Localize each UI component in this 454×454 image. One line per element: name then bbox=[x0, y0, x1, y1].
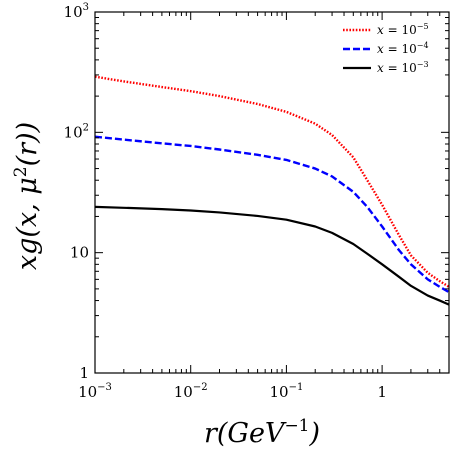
ticks-layer: 10−3 10−2 10−1 1 1 10 102 103 bbox=[64, 2, 450, 401]
y-tick-label: 10 bbox=[70, 244, 89, 262]
legend-label: x = 10−4 bbox=[377, 41, 429, 56]
y-tick-label: 1 bbox=[79, 364, 89, 382]
x-axis-label: r(GeV−1) bbox=[204, 416, 320, 449]
x-tick-label: 10−2 bbox=[174, 382, 208, 401]
y-tick-label: 103 bbox=[64, 2, 89, 21]
series-line-3 bbox=[94, 205, 450, 306]
y-tick-label: 102 bbox=[64, 122, 89, 141]
x-tick-label: 10−3 bbox=[78, 382, 112, 401]
legend-label: x = 10−3 bbox=[377, 60, 429, 75]
series-line-2 bbox=[94, 135, 450, 294]
series-line-1 bbox=[94, 75, 450, 288]
y-axis-label: xg(x, μ2(r)) bbox=[11, 122, 43, 270]
x-tick-label: 10−1 bbox=[269, 382, 303, 401]
legend: x = 10−5 x = 10−4 x = 10−3 bbox=[343, 22, 429, 75]
series-layer bbox=[94, 75, 450, 306]
x-tick-label: 1 bbox=[377, 383, 387, 401]
legend-label: x = 10−5 bbox=[377, 22, 429, 37]
